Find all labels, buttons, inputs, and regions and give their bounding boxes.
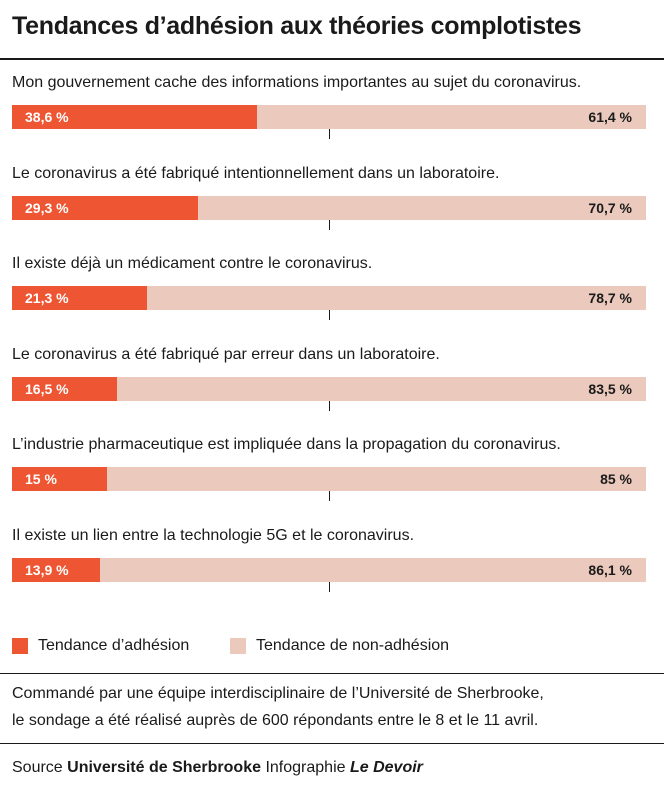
question-label: Le coronavirus a été fabriqué par erreur…: [12, 346, 440, 363]
note-divider: [0, 743, 664, 744]
bar-adhesion: [12, 286, 147, 310]
legend-swatch-non-adhesion: [230, 638, 246, 654]
bar-non-adhesion: 15 % 85 %: [12, 467, 646, 501]
title-divider: [0, 58, 664, 60]
legend-divider: [0, 673, 664, 674]
legend-swatch-adhesion: [12, 638, 28, 654]
question-label: Il existe déjà un médicament contre le c…: [12, 255, 373, 272]
source-org: Université de Sherbrooke: [67, 759, 261, 776]
value-label-non-adhesion: 86,1 %: [588, 562, 632, 578]
source-line: Source Université de Sherbrooke Infograp…: [12, 759, 423, 777]
legend-label-adhesion: Tendance d’adhésion: [38, 637, 190, 654]
chart-title: Tendances d’adhésion aux théories complo…: [12, 12, 582, 40]
source-middle: Infographie: [265, 759, 346, 776]
bar-non-adhesion: 16,5 % 83,5 %: [12, 377, 646, 411]
bar-adhesion: [12, 105, 257, 129]
survey-note-line-1: Commandé par une équipe interdisciplinai…: [12, 685, 544, 702]
midpoint-tick: [329, 491, 330, 501]
legend-label-non-adhesion: Tendance de non-adhésion: [256, 637, 450, 654]
question-label: Mon gouvernement cache des informations …: [12, 74, 582, 91]
value-label-adhesion: 16,5 %: [25, 381, 69, 397]
bar-adhesion: [12, 196, 198, 220]
value-label-non-adhesion: 70,7 %: [588, 200, 632, 216]
value-label-non-adhesion: 85 %: [600, 471, 632, 487]
value-label-adhesion: 21,3 %: [25, 290, 69, 306]
question-label: Il existe un lien entre la technologie 5…: [12, 527, 415, 544]
survey-note-line-2: le sondage a été réalisé auprès de 600 r…: [12, 712, 539, 729]
value-label-non-adhesion: 61,4 %: [588, 109, 632, 125]
bar-adhesion: [12, 377, 117, 401]
question-label: L’industrie pharmaceutique est impliquée…: [12, 436, 561, 453]
midpoint-tick: [329, 220, 330, 230]
midpoint-tick: [329, 129, 330, 139]
midpoint-tick: [329, 310, 330, 320]
source-publisher: Le Devoir: [349, 759, 423, 776]
value-label-non-adhesion: 78,7 %: [588, 290, 632, 306]
bar-non-adhesion: 13,9 % 86,1 %: [12, 558, 646, 592]
midpoint-tick: [329, 401, 330, 411]
bar-non-adhesion: 38,6 % 61,4 %: [12, 105, 646, 139]
value-label-adhesion: 13,9 %: [25, 562, 69, 578]
value-label-adhesion: 29,3 %: [25, 200, 69, 216]
question-label: Le coronavirus a été fabriqué intentionn…: [12, 165, 500, 182]
source-prefix: Source: [12, 759, 63, 776]
bar-non-adhesion: 21,3 % 78,7 %: [12, 286, 646, 320]
midpoint-tick: [329, 582, 330, 592]
bar-adhesion: [12, 467, 107, 491]
value-label-non-adhesion: 83,5 %: [588, 381, 632, 397]
bar-non-adhesion: 29,3 % 70,7 %: [12, 196, 646, 230]
value-label-adhesion: 38,6 %: [25, 109, 69, 125]
value-label-adhesion: 15 %: [25, 471, 57, 487]
bar-adhesion: [12, 558, 100, 582]
